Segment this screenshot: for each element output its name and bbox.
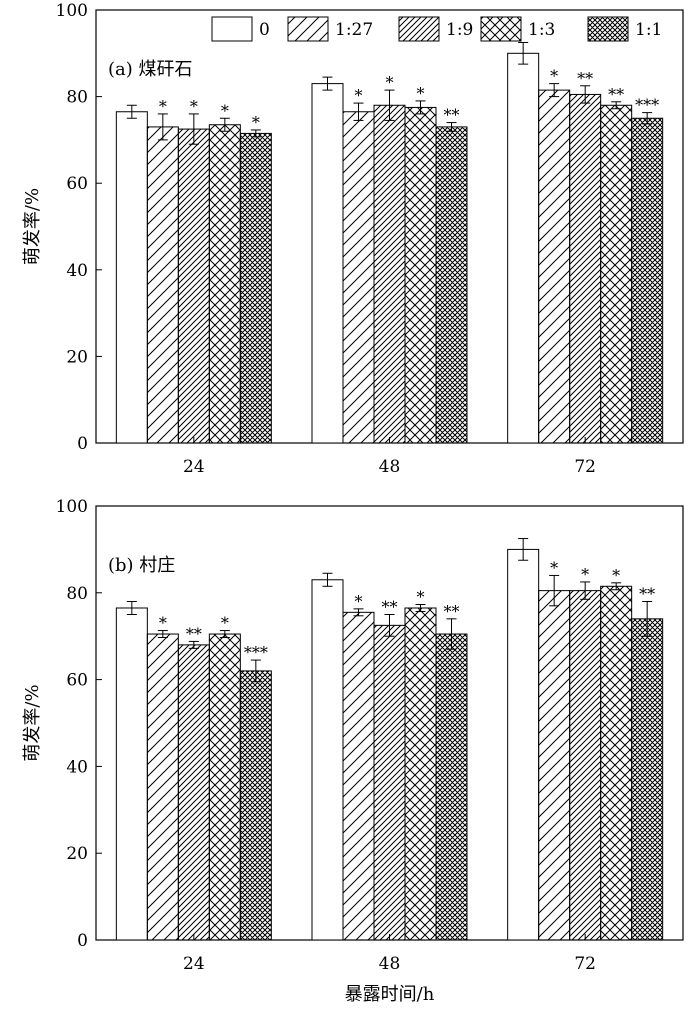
x-axis-label: 暴露时间/h	[345, 984, 435, 1005]
significance-label: *	[417, 84, 425, 103]
significance-label: ***	[244, 643, 268, 662]
y-tick-label: 20	[66, 844, 88, 864]
panel-label: (b) 村庄	[108, 555, 175, 576]
y-axis-label: 萌发率/%	[22, 188, 43, 265]
significance-label: *	[252, 113, 260, 132]
bar	[600, 104, 633, 444]
legend-swatch	[398, 16, 440, 42]
bar	[115, 607, 148, 941]
bar	[435, 633, 468, 941]
y-tick-label: 60	[66, 671, 88, 691]
x-tick-label: 72	[574, 954, 596, 974]
bar	[404, 607, 437, 941]
significance-label: *	[581, 565, 589, 584]
significance-label: *	[159, 97, 167, 116]
significance-label: *	[386, 73, 394, 92]
y-tick-label: 100	[56, 1, 88, 21]
significance-label: *	[355, 86, 363, 105]
x-tick-label: 24	[183, 954, 205, 974]
x-tick-label: 72	[574, 457, 596, 477]
significance-label: *	[190, 97, 198, 116]
legend-swatch	[287, 16, 329, 42]
significance-label: ***	[635, 96, 659, 115]
bar	[507, 52, 540, 444]
legend-swatch	[211, 16, 253, 42]
legend-swatch	[587, 16, 629, 42]
bar	[342, 111, 375, 444]
y-tick-label: 0	[77, 434, 88, 454]
significance-label: **	[186, 624, 202, 643]
y-tick-label: 60	[66, 174, 88, 194]
legend: 0 1:27 1:9 1:3 1:1	[211, 16, 662, 42]
bar	[177, 128, 210, 444]
x-tick-label: 24	[183, 457, 205, 477]
bar	[208, 633, 241, 941]
x-tick-label: 48	[379, 954, 401, 974]
bar	[435, 126, 468, 444]
significance-label: *	[355, 592, 363, 611]
bar	[373, 104, 406, 444]
bar	[507, 548, 540, 941]
legend-label: 1:1	[635, 20, 662, 40]
y-tick-label: 100	[56, 497, 88, 517]
bar	[177, 644, 210, 941]
bar	[239, 132, 272, 444]
bar	[373, 624, 406, 941]
bar	[342, 611, 375, 941]
bar	[538, 590, 571, 941]
significance-label: *	[550, 67, 558, 86]
panel-label: (a) 煤矸石	[108, 59, 193, 80]
legend-label: 1:9	[446, 20, 473, 40]
bar	[115, 111, 148, 444]
y-tick-label: 20	[66, 347, 88, 367]
significance-label: **	[577, 69, 593, 88]
bar	[631, 117, 664, 444]
bar	[404, 106, 437, 444]
significance-label: *	[550, 558, 558, 577]
bar	[631, 618, 664, 941]
bar	[146, 633, 179, 941]
legend-swatch	[480, 16, 522, 42]
significance-label: **	[608, 85, 624, 104]
significance-label: *	[612, 566, 620, 585]
bar	[538, 89, 571, 444]
bar	[600, 585, 633, 941]
significance-label: **	[382, 598, 398, 617]
significance-label: **	[444, 106, 460, 125]
x-tick-label: 48	[379, 457, 401, 477]
bar	[311, 579, 344, 941]
bar	[146, 126, 179, 444]
significance-label: *	[417, 588, 425, 607]
y-tick-label: 80	[66, 88, 88, 108]
legend-label: 1:27	[335, 20, 373, 40]
y-tick-label: 40	[66, 261, 88, 281]
significance-label: *	[159, 614, 167, 633]
y-tick-label: 40	[66, 757, 88, 777]
significance-label: **	[639, 584, 655, 603]
bar	[311, 83, 344, 444]
bar	[569, 93, 602, 444]
bar	[208, 124, 241, 444]
legend-label: 0	[259, 20, 270, 40]
y-tick-label: 80	[66, 584, 88, 604]
bar	[239, 670, 272, 941]
significance-label: *	[221, 614, 229, 633]
significance-label: *	[221, 101, 229, 120]
y-tick-label: 0	[77, 931, 88, 951]
significance-label: **	[444, 602, 460, 621]
bar	[569, 590, 602, 941]
y-axis-label: 萌发率/%	[22, 684, 43, 761]
legend-label: 1:3	[528, 20, 555, 40]
